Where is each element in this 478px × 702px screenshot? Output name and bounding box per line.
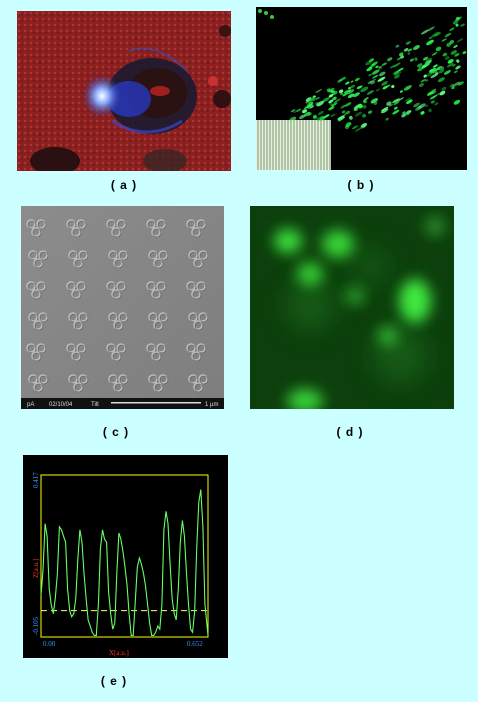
panel-c-image: pA 02/10/04 Tilt 1 µm: [21, 206, 224, 409]
y-tick-bottom: -0.105: [32, 616, 40, 635]
panel-d-image: [250, 206, 454, 409]
caption-b: ( b ): [347, 178, 375, 192]
profile-series-line: [40, 489, 209, 636]
caption-a: ( a ): [110, 178, 138, 192]
caption-c: ( c ): [102, 425, 130, 439]
panel-b-image: [256, 7, 467, 170]
panel-a-image: [17, 11, 231, 171]
sem-scale-bar: [111, 402, 201, 404]
x-tick-left: 0.00: [43, 640, 56, 648]
panel-e-chart: 0.417 -0.105 Z[a.u.] 0.00 0.652 X[a.u.]: [23, 455, 228, 658]
x-axis-label: X[a.u.]: [109, 649, 129, 657]
x-tick-right: 0.652: [187, 640, 203, 648]
sem-detector-label: pA: [27, 402, 34, 408]
y-axis-label: Z[a.u.]: [32, 559, 40, 578]
caption-d: ( d ): [336, 425, 364, 439]
sem-mode-label: Tilt: [91, 402, 99, 408]
sem-scale-label: 1 µm: [205, 402, 218, 408]
sem-date-label: 02/10/04: [49, 402, 73, 408]
y-tick-top: 0.417: [32, 472, 40, 488]
caption-e: ( e ): [100, 674, 128, 688]
plot-frame: [40, 474, 209, 638]
